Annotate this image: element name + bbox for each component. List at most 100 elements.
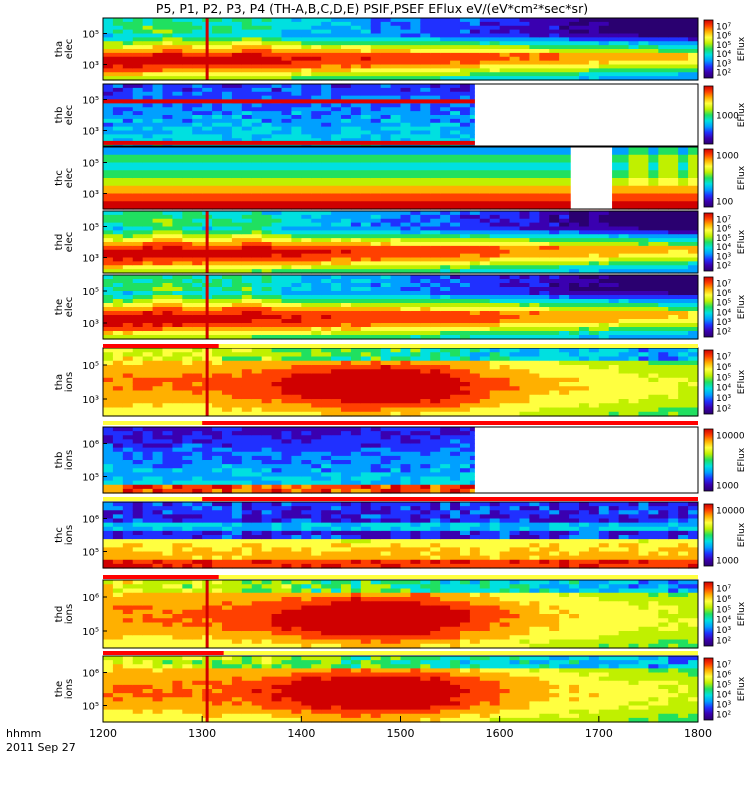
heat-cell: [112, 162, 124, 167]
heat-cell: [529, 287, 540, 292]
heat-cell: [509, 170, 521, 175]
heat-cell: [519, 335, 531, 340]
colorbar-tick-label: 10⁵: [716, 234, 731, 244]
heat-cell: [440, 323, 451, 328]
heat-cell: [182, 126, 193, 132]
heat-cell: [450, 249, 461, 255]
heat-cell: [350, 269, 362, 274]
heat-cell: [539, 214, 550, 220]
heat-cell: [519, 193, 531, 198]
heat-cell: [559, 56, 570, 62]
heat-cell: [380, 348, 392, 353]
heat-cell: [241, 150, 253, 156]
heat-cell: [132, 315, 144, 320]
heat-cell: [321, 138, 332, 143]
heat-cell: [648, 21, 659, 27]
heat-cell: [321, 287, 332, 292]
heat-cell: [450, 230, 461, 235]
heat-cell: [281, 242, 293, 247]
heat-cell: [261, 245, 273, 251]
heat-cell: [103, 162, 114, 167]
heat-cell: [559, 197, 570, 202]
heat-cell: [261, 275, 273, 280]
heat-cell: [212, 403, 223, 409]
heat-cell: [529, 242, 540, 247]
heat-cell: [370, 52, 382, 58]
heat-cell: [489, 52, 501, 58]
heat-cell: [539, 327, 550, 332]
heat-cell: [410, 72, 421, 77]
heat-cell: [668, 291, 679, 296]
heat-cell: [450, 193, 461, 198]
heat-cell: [460, 68, 471, 73]
heat-cell: [410, 91, 421, 97]
heat-cell: [291, 356, 302, 362]
heat-cell: [321, 211, 332, 216]
heat-cell: [162, 386, 174, 392]
heat-cell: [638, 41, 650, 46]
heat-cell: [301, 166, 312, 171]
heat-cell: [301, 269, 312, 274]
heat-cell: [658, 174, 669, 179]
heat-cell: [370, 218, 382, 224]
heat-cell: [668, 18, 679, 23]
heat-cell: [430, 275, 441, 280]
heat-cell: [688, 249, 698, 255]
heat-cell: [559, 18, 570, 23]
heat-cell: [668, 335, 679, 340]
heat-cell: [529, 56, 540, 62]
heat-cell: [648, 261, 659, 266]
heat-cell: [460, 111, 471, 116]
heat-cell: [222, 386, 233, 392]
heat-cell: [460, 150, 471, 156]
heat-cell: [579, 37, 590, 42]
heat-cell: [301, 41, 312, 46]
heat-cell: [370, 95, 382, 101]
heat-cell: [152, 249, 164, 255]
heat-cell: [271, 377, 283, 383]
heat-cell: [370, 205, 382, 210]
heat-cell: [450, 253, 461, 259]
heat-cell: [241, 299, 253, 304]
heat-cell: [212, 185, 223, 191]
heat-cell: [162, 283, 174, 288]
heat-cell: [549, 214, 560, 220]
heat-cell: [648, 174, 659, 179]
heat-cell: [321, 87, 332, 93]
heat-cell: [380, 25, 392, 31]
heat-cell: [678, 29, 689, 35]
heat-cell: [499, 193, 511, 198]
heat-cell: [192, 373, 203, 379]
heat-cell: [380, 211, 392, 216]
heat-cell: [251, 76, 263, 81]
heat-cell: [281, 49, 293, 54]
heat-cell: [390, 291, 402, 296]
heat-cell: [370, 134, 382, 139]
heat-cell: [668, 37, 679, 42]
heat-cell: [222, 111, 233, 116]
heat-cell: [103, 323, 114, 328]
heat-cell: [400, 154, 412, 160]
heat-cell: [132, 365, 144, 370]
heat-cell: [241, 45, 253, 50]
heat-cell: [172, 261, 183, 266]
heat-cell: [311, 295, 322, 300]
heat-cell: [192, 138, 203, 143]
heat-cell: [212, 154, 223, 160]
heat-cell: [539, 150, 550, 156]
heat-cell: [410, 178, 421, 183]
heat-cell: [360, 352, 372, 358]
heat-cell: [400, 327, 412, 332]
heat-cell: [350, 407, 362, 413]
heat-cell: [430, 291, 441, 296]
heat-cell: [450, 49, 461, 54]
heat-cell: [222, 399, 233, 404]
heat-cell: [400, 197, 412, 202]
heat-cell: [460, 238, 471, 243]
heat-cell: [231, 386, 243, 392]
heat-cell: [559, 201, 570, 206]
heat-cell: [291, 382, 302, 387]
heat-cell: [678, 193, 689, 198]
heat-cell: [251, 382, 263, 387]
heat-cell: [271, 37, 283, 42]
